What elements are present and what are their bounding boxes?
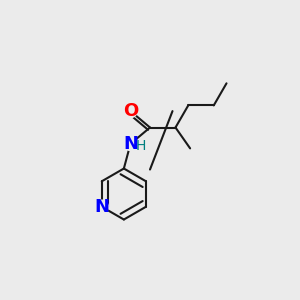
Circle shape	[124, 104, 137, 118]
Text: H: H	[135, 139, 146, 153]
Text: O: O	[123, 102, 138, 120]
Text: N: N	[123, 135, 138, 153]
Text: N: N	[94, 198, 109, 216]
Circle shape	[95, 200, 108, 213]
Circle shape	[124, 137, 137, 151]
